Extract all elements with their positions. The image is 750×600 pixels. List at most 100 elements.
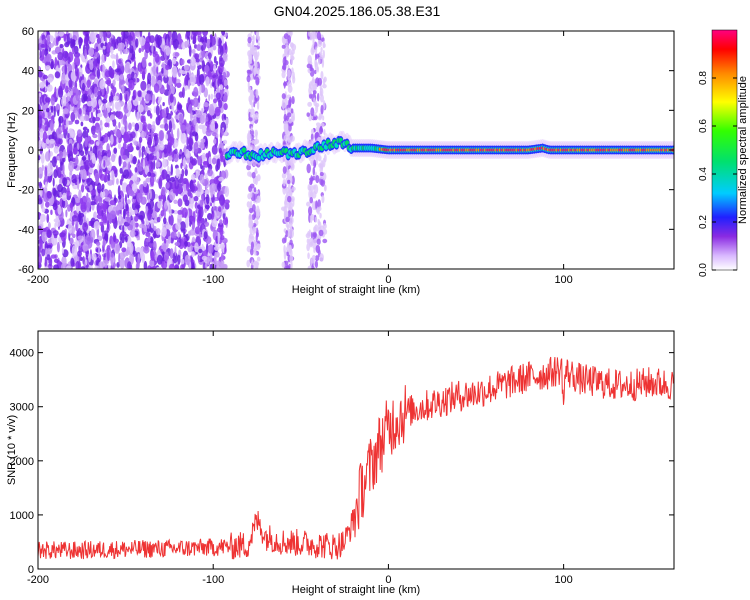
streak-speck (317, 199, 321, 209)
streak-speck (281, 172, 287, 179)
streak-speck (309, 191, 314, 199)
x-tick-label: -100 (202, 274, 224, 286)
streak-speck (251, 101, 254, 109)
noise-speck (106, 219, 110, 230)
y-tick-label: 40 (22, 66, 34, 78)
noise-speck (174, 245, 177, 256)
y-tick-label: -40 (18, 224, 34, 236)
noise-speck (218, 194, 225, 206)
noise-speck (58, 85, 63, 95)
streak-speck (312, 76, 315, 84)
noise-speck (193, 115, 197, 126)
noise-speck (128, 161, 131, 172)
noise-speck (221, 31, 226, 36)
noise-speck (72, 47, 75, 55)
noise-speck (81, 156, 87, 162)
noise-speck (219, 84, 224, 90)
noise-speck (122, 208, 126, 220)
noise-speck (50, 254, 57, 259)
noise-speck (199, 199, 203, 207)
streak-speck (306, 243, 310, 252)
noise-speck (53, 233, 58, 239)
noise-speck (84, 159, 90, 172)
noise-speck (209, 61, 214, 71)
streak-speck (254, 241, 259, 251)
noise-speck (38, 253, 43, 266)
noise-speck (171, 31, 178, 43)
streak-speck (288, 222, 293, 229)
noise-speck (222, 71, 227, 80)
streak-speck (305, 233, 311, 239)
noise-speck (44, 175, 48, 181)
noise-speck (158, 195, 163, 200)
noise-speck (193, 37, 196, 44)
noise-speck (101, 98, 108, 104)
noise-speck (184, 254, 191, 266)
noise-speck (193, 86, 199, 98)
noise-speck (153, 83, 160, 94)
noise-speck (207, 168, 213, 177)
streak-speck (320, 70, 324, 80)
noise-speck (80, 184, 85, 193)
noise-speck (217, 206, 222, 213)
noise-speck (88, 59, 92, 65)
noise-speck (38, 140, 42, 149)
noise-speck (156, 254, 163, 265)
noise-speck (95, 46, 99, 53)
noise-speck (161, 112, 167, 118)
noise-speck (148, 35, 156, 44)
noise-speck (102, 107, 108, 117)
noise-speck (195, 110, 202, 118)
noise-speck (171, 102, 175, 113)
y-axis-label-top: Frequency (Hz) (6, 112, 18, 188)
noise-speck (219, 137, 223, 144)
noise-speck (139, 31, 143, 38)
noise-speck (81, 93, 86, 104)
noise-speck (94, 116, 101, 122)
noise-speck (69, 237, 74, 245)
noise-speck (204, 64, 210, 74)
streak-speck (250, 222, 254, 227)
noise-speck (195, 191, 202, 197)
noise-speck (94, 172, 100, 180)
noise-speck (146, 123, 152, 130)
noise-speck (48, 43, 54, 49)
figure-title: GN04.2025.186.05.38.E31 (273, 3, 441, 19)
streak-speck (253, 260, 259, 269)
noise-speck (144, 104, 149, 112)
noise-speck (118, 121, 121, 129)
streak-speck (312, 166, 316, 176)
streak-speck (250, 261, 254, 266)
streak-speck (291, 95, 295, 105)
noise-speck (68, 160, 74, 173)
noise-speck (134, 209, 138, 214)
noise-speck (126, 143, 133, 152)
noise-speck (119, 167, 123, 174)
streak-speck (320, 104, 324, 115)
noise-speck (213, 98, 218, 104)
streak-speck (315, 207, 320, 213)
noise-speck (52, 230, 59, 237)
noise-speck (177, 254, 181, 265)
streak-speck (255, 31, 259, 40)
noise-speck (58, 116, 61, 128)
noise-speck (83, 36, 89, 47)
x-tick-label: 0 (385, 574, 391, 586)
noise-speck (192, 97, 199, 108)
streak-speck (283, 181, 286, 187)
noise-speck (106, 249, 110, 262)
streak-speck (307, 252, 310, 260)
noise-speck (193, 141, 199, 154)
streak-speck (288, 263, 291, 269)
y-tick-label: 2000 (10, 456, 34, 468)
noise-speck (215, 60, 219, 66)
noise-speck (171, 151, 175, 158)
noise-speck (53, 105, 56, 118)
noise-speck (204, 204, 210, 210)
streak-speck (249, 183, 255, 189)
noise-speck (189, 192, 193, 199)
noise-speck (47, 162, 54, 173)
noise-speck (115, 129, 122, 139)
noise-speck (47, 77, 53, 83)
noise-speck (96, 68, 101, 79)
